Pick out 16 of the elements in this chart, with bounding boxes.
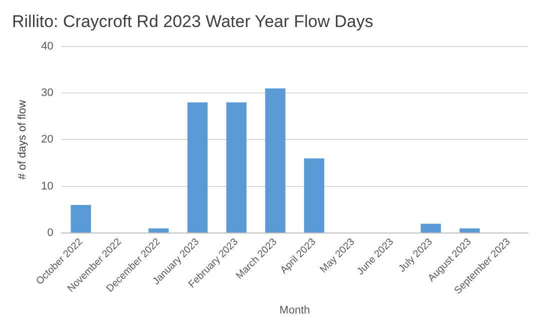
bar <box>148 228 169 233</box>
bar <box>420 224 441 233</box>
y-tick-label: 10 <box>41 180 54 192</box>
y-tick-label: 0 <box>47 227 54 240</box>
bar <box>304 158 324 233</box>
y-tick-label: 40 <box>41 40 54 52</box>
chart-title: Rillito: Craycroft Rd 2023 Water Year Flow Days <box>12 12 374 31</box>
bar <box>70 205 91 233</box>
y-axis-title: # of days of flow <box>16 100 29 180</box>
y-tick-label: 30 <box>41 87 54 100</box>
bar <box>226 102 247 233</box>
bar <box>187 102 208 233</box>
bar <box>265 88 286 233</box>
y-tick-label: 20 <box>41 134 54 146</box>
x-axis-title: Month <box>279 304 310 316</box>
bar <box>460 228 480 233</box>
